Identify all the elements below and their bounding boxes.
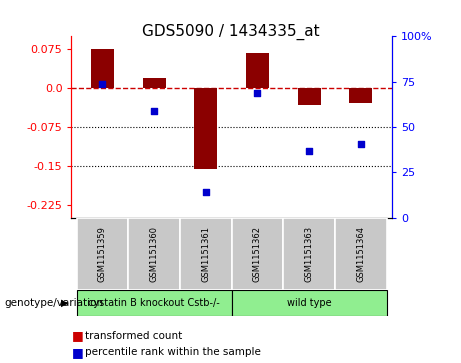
- Point: [357, 141, 365, 147]
- Text: GSM1151363: GSM1151363: [305, 226, 313, 282]
- Text: transformed count: transformed count: [85, 331, 183, 341]
- Bar: [180, 218, 231, 290]
- Text: ▶: ▶: [61, 298, 68, 308]
- Bar: [284, 218, 335, 290]
- Point: [306, 148, 313, 154]
- Point: [202, 189, 209, 195]
- Bar: [297, 88, 321, 105]
- Bar: [246, 53, 269, 88]
- Text: GDS5090 / 1434335_at: GDS5090 / 1434335_at: [142, 24, 319, 40]
- Text: ■: ■: [71, 346, 83, 359]
- Text: GSM1151361: GSM1151361: [201, 226, 210, 282]
- Text: GSM1151364: GSM1151364: [356, 226, 366, 282]
- Bar: [77, 290, 231, 316]
- Text: GSM1151360: GSM1151360: [150, 226, 159, 282]
- Point: [99, 81, 106, 87]
- Text: ■: ■: [71, 329, 83, 342]
- Text: cystatin B knockout Cstb-/-: cystatin B knockout Cstb-/-: [88, 298, 220, 308]
- Bar: [77, 218, 128, 290]
- Point: [254, 90, 261, 96]
- Bar: [142, 78, 166, 88]
- Bar: [231, 290, 387, 316]
- Bar: [231, 218, 284, 290]
- Text: genotype/variation: genotype/variation: [5, 298, 104, 308]
- Text: GSM1151362: GSM1151362: [253, 226, 262, 282]
- Text: GSM1151359: GSM1151359: [98, 226, 107, 282]
- Text: percentile rank within the sample: percentile rank within the sample: [85, 347, 261, 357]
- Point: [150, 109, 158, 114]
- Bar: [335, 218, 387, 290]
- Bar: [349, 88, 372, 103]
- Bar: [128, 218, 180, 290]
- Text: wild type: wild type: [287, 298, 331, 308]
- Bar: [194, 88, 218, 168]
- Bar: [91, 49, 114, 88]
